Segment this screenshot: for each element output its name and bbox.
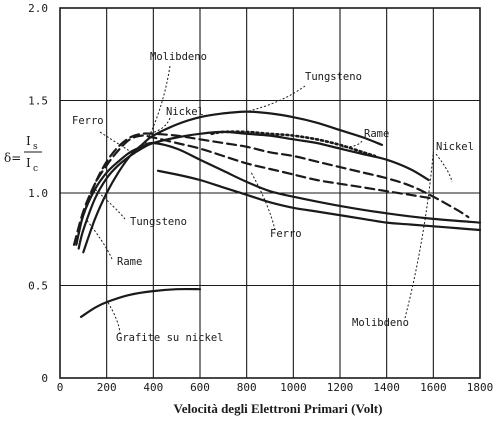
y-axis-label-denominator-sub: c xyxy=(33,164,38,174)
label-ferro-1: Ferro xyxy=(72,115,104,127)
x-tick-200: 200 xyxy=(97,381,117,394)
plot-frame xyxy=(59,7,481,379)
label-leaders xyxy=(85,65,453,335)
label-rame-4: Rame xyxy=(364,128,389,140)
leader-ferro-1 xyxy=(99,131,135,155)
label-tungsteno-3: Tungsteno xyxy=(305,71,362,83)
leader-ferro-7 xyxy=(250,172,276,231)
leader-nickel-5 xyxy=(435,153,453,183)
leader-nickel-2 xyxy=(148,117,171,135)
curve-rame-punteggiata xyxy=(210,130,377,158)
leader-tungsteno-3 xyxy=(246,85,306,113)
x-tick-1800: 1800 xyxy=(467,381,494,394)
x-tick-0: 0 xyxy=(57,381,64,394)
label-rame-8: Rame xyxy=(117,256,142,268)
label-nickel-5: Nickel xyxy=(436,141,474,153)
leader-molibdeno-0 xyxy=(143,65,171,148)
y-axis-label-numerator: I xyxy=(26,134,31,148)
x-tick-400: 400 xyxy=(143,381,163,394)
label-molibdeno-9: Molibdeno xyxy=(352,317,409,329)
curve-tungsteno-dashed xyxy=(72,134,435,246)
curve-ferro xyxy=(156,169,482,232)
curve-tungsteno xyxy=(82,110,384,254)
leader-rame-4 xyxy=(339,140,363,148)
x-tick-1600: 1600 xyxy=(420,381,447,394)
series-labels: Molibdeno Ferro Nickel Tungsteno Rame Nickel T… xyxy=(72,51,474,344)
y-tick-0.5: 0.5 xyxy=(28,280,48,293)
x-tick-1200: 1200 xyxy=(327,381,354,394)
y-tick-1.0: 1.0 xyxy=(28,187,48,200)
x-tick-1400: 1400 xyxy=(373,381,400,394)
axes xyxy=(59,7,481,379)
x-tick-labels: 0 200 400 600 800 1000 1200 1400 1600 1800 xyxy=(57,381,494,394)
leader-grafite-su-nickel-10 xyxy=(106,300,121,335)
y-tick-0: 0 xyxy=(41,372,48,385)
leader-molibdeno-9 xyxy=(404,152,434,319)
x-tick-800: 800 xyxy=(237,381,257,394)
grid xyxy=(60,8,480,378)
curve-grafite-su-nickel xyxy=(79,287,202,318)
y-axis-label-denominator: I xyxy=(26,156,31,170)
leader-rame-8 xyxy=(85,218,113,260)
curve-molibdeno xyxy=(75,141,482,246)
curve-rame xyxy=(77,130,430,250)
y-tick-labels: 0 0.5 1.0 1.5 2.0 xyxy=(28,2,48,385)
curves xyxy=(72,110,482,318)
label-molibdeno-0: Molibdeno xyxy=(150,51,207,63)
leader-tungsteno-6 xyxy=(94,188,126,220)
y-tick-1.5: 1.5 xyxy=(28,95,48,108)
label-tungsteno-6: Tungsteno xyxy=(130,216,187,228)
y-axis-label-symbol: δ= xyxy=(4,151,21,165)
x-tick-1000: 1000 xyxy=(280,381,307,394)
label-ferro-7: Ferro xyxy=(270,228,302,240)
label-grafite-su-nickel-10: Grafite su nickel xyxy=(116,332,223,344)
x-axis-label: Velocità degli Elettroni Primari (Volt) xyxy=(174,401,383,416)
x-tick-600: 600 xyxy=(190,381,210,394)
y-axis-label: δ= I s I c xyxy=(4,134,42,174)
curve-nickel xyxy=(77,132,470,235)
label-nickel-2: Nickel xyxy=(166,106,204,118)
y-tick-2.0: 2.0 xyxy=(28,2,48,15)
y-axis-label-numerator-sub: s xyxy=(33,142,38,152)
